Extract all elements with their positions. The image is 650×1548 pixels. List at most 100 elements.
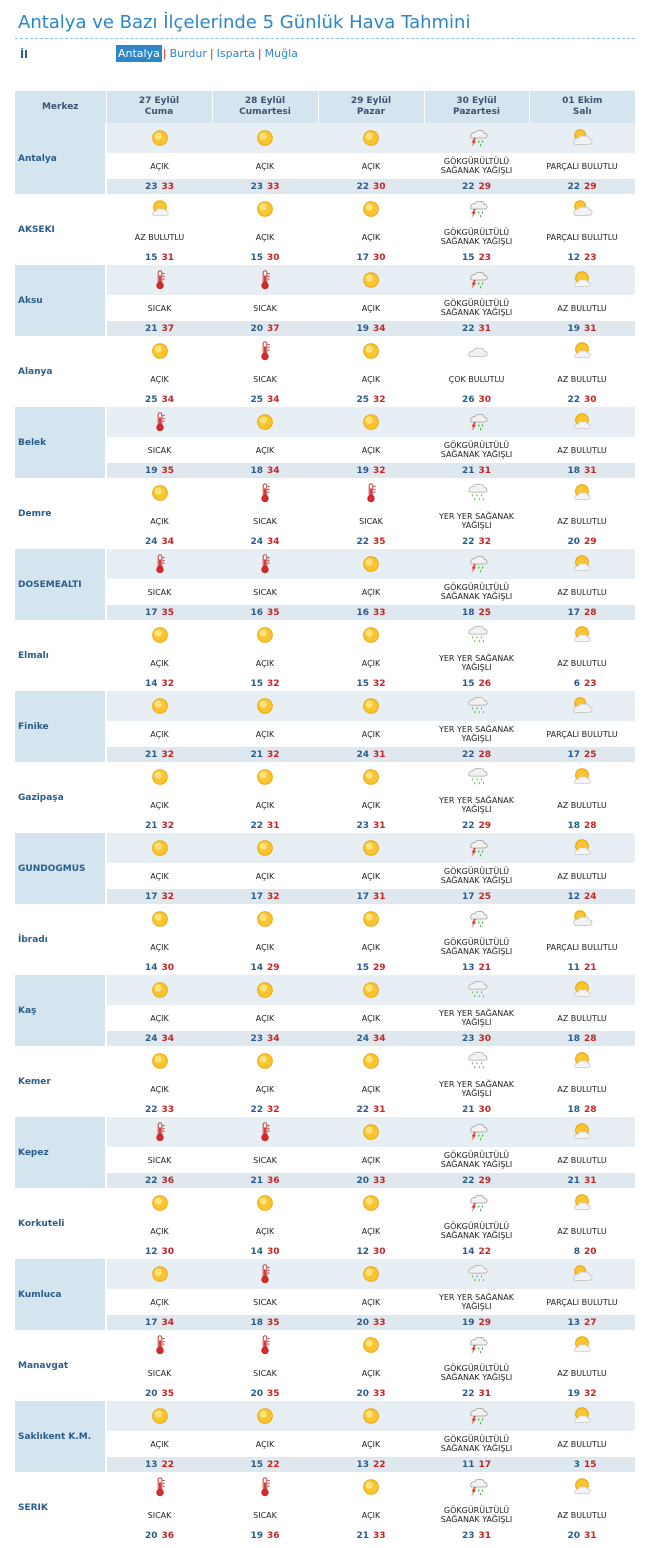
temperature-cell: 18 28 xyxy=(529,1031,635,1046)
separator: | xyxy=(162,47,167,60)
condition-text: AÇIK xyxy=(361,303,381,313)
title-divider xyxy=(15,38,635,39)
city-name[interactable]: Kumluca xyxy=(15,1259,107,1330)
city-name[interactable]: Manavgat xyxy=(15,1330,107,1401)
city-name[interactable]: Alanya xyxy=(15,336,107,407)
max-temperature: 34 xyxy=(161,394,175,405)
weather-icon-cell xyxy=(106,265,212,295)
partly-cloudy-icon xyxy=(571,695,593,717)
city-name[interactable]: Finike xyxy=(15,691,107,762)
temperature-cell: 21 31 xyxy=(529,1173,635,1188)
table-row: AÇIK AÇIK AÇIK GÖKGÜRÜLTÜLÜ SAĞANAK YAĞIŞLI… xyxy=(15,934,635,960)
province-tab-antalya[interactable]: Antalya xyxy=(116,45,162,62)
weather-icon-cell xyxy=(424,194,529,224)
temperature-cell: 17 30 xyxy=(318,250,424,265)
weather-icon-cell xyxy=(424,1117,529,1147)
weather-icon-cell xyxy=(106,1259,212,1289)
province-tab-mugla[interactable]: Muğla xyxy=(264,47,298,60)
min-temperature: 17 xyxy=(144,891,158,902)
sun-icon xyxy=(149,908,171,930)
city-name[interactable]: Korkuteli xyxy=(15,1188,107,1259)
temperature-cell: 15 30 xyxy=(212,250,318,265)
city-name[interactable]: Gazipaşa xyxy=(15,762,107,833)
max-temperature: 31 xyxy=(584,323,597,334)
table-row: Alanya xyxy=(15,336,635,407)
city-name[interactable]: Elmalı xyxy=(15,620,107,691)
condition-text: AÇIK xyxy=(361,445,381,455)
table-row: SICAK SICAK AÇIK GÖKGÜRÜLTÜLÜ SAĞANAK YAĞIŞ… xyxy=(15,1360,635,1386)
condition-text: GÖKGÜRÜLTÜLÜ SAĞANAK YAĞIŞLI xyxy=(440,157,513,175)
temperature-cell: 19 29 xyxy=(424,1315,529,1330)
temperature-cell: 23 30 xyxy=(424,1031,529,1046)
min-temperature: 25 xyxy=(356,394,369,405)
weather-icon-cell xyxy=(106,1401,212,1431)
max-temperature: 36 xyxy=(267,1175,280,1186)
header-weekday: Pazar xyxy=(356,107,386,117)
temperature-cell: 21 33 xyxy=(318,1528,424,1543)
min-temperature: 14 xyxy=(144,678,158,689)
condition-text: AÇIK xyxy=(150,161,169,171)
table-row: Elmalı xyxy=(15,620,635,691)
temperature-cell: 24 34 xyxy=(106,534,212,549)
weather-icon-cell xyxy=(529,1188,635,1218)
condition-text: ÇOK BULUTLU xyxy=(448,374,505,384)
city-name[interactable]: Saklıkent K.M. xyxy=(15,1401,107,1472)
temperature-cell: 15 22 xyxy=(212,1457,318,1472)
sun-icon xyxy=(149,482,171,504)
sun-icon xyxy=(149,766,171,788)
max-temperature: 32 xyxy=(161,749,175,760)
min-temperature: 21 xyxy=(567,1175,580,1186)
min-temperature: 15 xyxy=(461,252,475,263)
min-temperature: 20 xyxy=(567,1530,580,1541)
weather-icon-cell xyxy=(529,975,635,1005)
city-name[interactable]: Kaş xyxy=(15,975,107,1046)
city-name[interactable]: Belek xyxy=(15,407,107,478)
table-row: 21 32 21 32 24 31 22 28 17 25 xyxy=(15,747,635,762)
condition-text: AÇIK xyxy=(150,1084,169,1094)
max-temperature: 31 xyxy=(373,820,386,831)
showers-icon xyxy=(466,1263,488,1285)
city-name[interactable]: Demre xyxy=(15,478,107,549)
weather-icon-cell xyxy=(106,833,212,863)
table-row: Korkuteli xyxy=(15,1188,635,1259)
min-temperature: 21 xyxy=(461,1104,475,1115)
temperature-cell: 22 29 xyxy=(424,179,529,194)
header-date: 27 Eylül xyxy=(138,96,180,106)
header-merkez: Merkez xyxy=(15,91,106,123)
header-weekday: Pazartesi xyxy=(452,107,501,117)
province-tab-isparta[interactable]: Isparta xyxy=(216,47,255,60)
max-temperature: 34 xyxy=(161,536,175,547)
table-row: 21 37 20 37 19 34 22 31 19 31 xyxy=(15,321,635,336)
max-temperature: 32 xyxy=(267,678,280,689)
city-name[interactable]: AKSEKI xyxy=(15,194,107,265)
condition-text: SICAK xyxy=(253,1510,277,1520)
city-name[interactable]: DOSEMEALTI xyxy=(15,549,107,620)
min-temperature: 12 xyxy=(144,1246,158,1257)
city-name[interactable]: Kepez xyxy=(15,1117,107,1188)
city-name[interactable]: İbradı xyxy=(15,904,107,975)
few-clouds-icon xyxy=(571,1121,593,1143)
min-temperature: 14 xyxy=(144,962,158,973)
province-tab-burdur[interactable]: Burdur xyxy=(169,47,207,60)
weather-icon-cell xyxy=(212,904,318,934)
city-name[interactable]: Kemer xyxy=(15,1046,107,1117)
max-temperature: 21 xyxy=(478,962,492,973)
header-weekday: Cuma xyxy=(144,107,174,117)
table-row: AZ BULUTLU AÇIK AÇIK GÖKGÜRÜLTÜLÜ SAĞANAK Y… xyxy=(15,224,635,250)
city-name[interactable]: Antalya xyxy=(15,123,107,194)
max-temperature: 35 xyxy=(161,607,175,618)
header-date: 29 Eylül xyxy=(350,96,392,106)
sun-icon xyxy=(360,837,382,859)
sun-icon xyxy=(360,624,382,646)
city-name[interactable]: Aksu xyxy=(15,265,107,336)
max-temperature: 33 xyxy=(373,1530,386,1541)
city-name[interactable]: GUNDOGMUS xyxy=(15,833,107,904)
min-temperature: 18 xyxy=(461,607,475,618)
temperature-cell: 22 28 xyxy=(424,747,529,762)
temperature-cell: 22 32 xyxy=(212,1102,318,1117)
condition-text: AZ BULUTLU xyxy=(557,1368,607,1378)
table-row: GUNDOGMUS xyxy=(15,833,635,904)
min-temperature: 17 xyxy=(144,607,158,618)
city-name[interactable]: SERIK xyxy=(15,1472,107,1543)
table-row: Kumluca xyxy=(15,1259,635,1330)
